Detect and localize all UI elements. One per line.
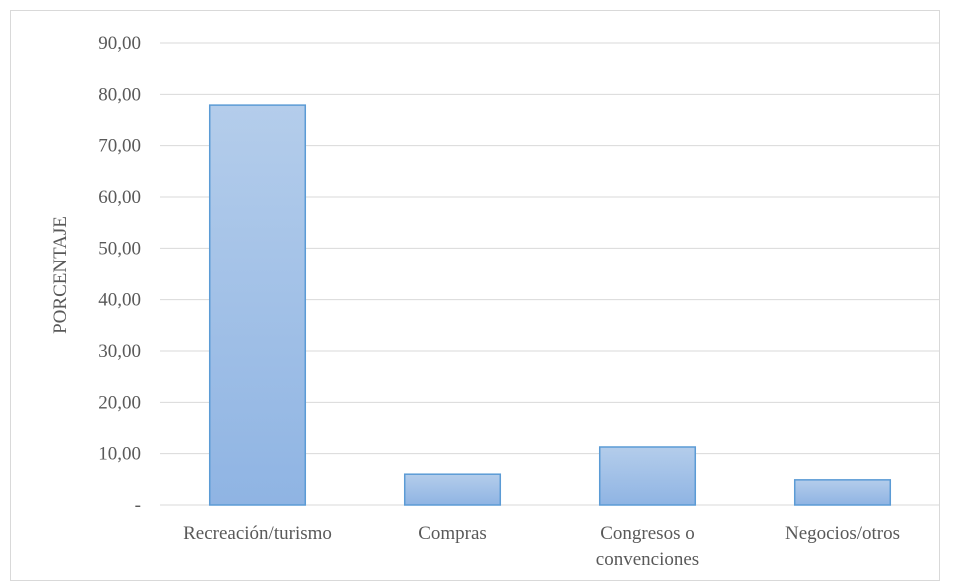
bar [403, 473, 502, 506]
y-tick-label: 70,00 [98, 136, 141, 157]
bars [208, 104, 892, 506]
y-tick-label: 60,00 [98, 187, 141, 208]
y-tick-label: 20,00 [98, 392, 141, 413]
y-tick-label: 10,00 [98, 444, 141, 465]
y-tick-label: 50,00 [98, 238, 141, 259]
x-axis-tick-labels: Recreación/turismo Compras Congresos o conv… [183, 523, 900, 570]
y-tick-label: 80,00 [98, 84, 141, 105]
y-tick-label: 30,00 [98, 341, 141, 362]
y-tick-label: - [135, 495, 141, 516]
y-tick-label: 40,00 [98, 290, 141, 311]
bar [208, 104, 307, 506]
x-tick-label: Congresos o convenciones [596, 523, 699, 570]
x-tick-label: Recreación/turismo [183, 523, 332, 544]
y-axis-title: PORCENTAJE [50, 216, 71, 334]
x-tick-label: Negocios/otros [785, 523, 900, 544]
y-tick-label: 90,00 [98, 33, 141, 54]
bar [598, 446, 697, 506]
x-tick-label: Compras [418, 523, 487, 544]
y-axis-tick-labels: - 10,00 20,00 30,00 40,00 50,00 60,00 70,00 80,0… [98, 33, 141, 516]
bar [793, 479, 892, 506]
